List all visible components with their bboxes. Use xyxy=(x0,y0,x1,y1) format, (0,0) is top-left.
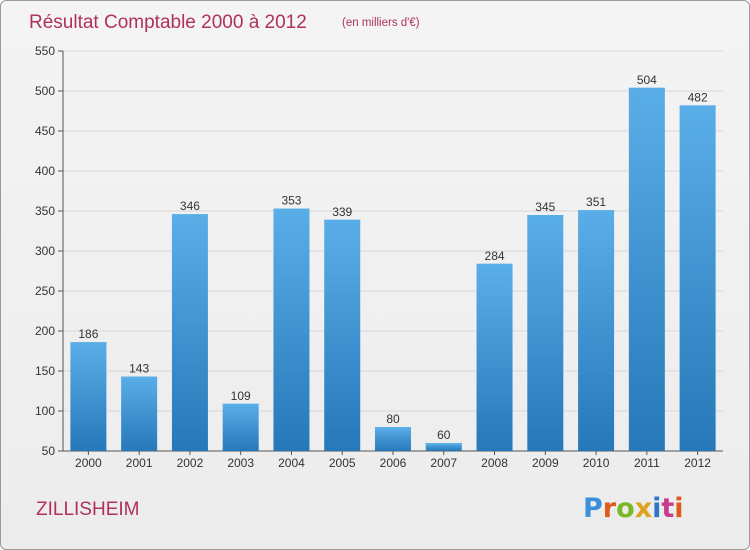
bar-2003 xyxy=(222,403,259,451)
city-name: ZILLISHEIM xyxy=(36,499,139,520)
bars xyxy=(70,87,716,452)
y-tick-label: 450 xyxy=(35,124,55,138)
y-tick-label: 550 xyxy=(35,44,55,58)
data-label: 143 xyxy=(129,362,149,376)
bar-top-highlight xyxy=(222,403,259,406)
data-label: 482 xyxy=(688,90,708,104)
bar-top-highlight xyxy=(578,210,615,213)
x-tick-label: 2000 xyxy=(75,456,102,470)
data-label: 284 xyxy=(485,249,505,263)
data-label: 109 xyxy=(231,389,251,403)
bar-top-highlight xyxy=(628,87,665,90)
bar-2001 xyxy=(121,376,158,451)
bar-top-highlight xyxy=(679,105,716,108)
data-label: 504 xyxy=(637,73,657,87)
bar-2009 xyxy=(527,215,564,451)
data-label: 353 xyxy=(281,194,301,208)
data-label: 345 xyxy=(535,200,555,214)
logo-letter: x xyxy=(635,493,652,524)
bar-2002 xyxy=(171,214,208,451)
x-tick-label: 2003 xyxy=(227,456,254,470)
chart-subtitle: (en milliers d'€) xyxy=(342,17,420,29)
data-label: 60 xyxy=(437,428,451,442)
bar-top-highlight xyxy=(70,342,107,345)
x-tick-label: 2002 xyxy=(177,456,204,470)
x-tick-label: 2006 xyxy=(380,456,407,470)
bar-2000 xyxy=(70,342,107,451)
bar-top-highlight xyxy=(476,263,513,266)
data-label: 339 xyxy=(332,205,352,219)
logo-letter: o xyxy=(616,493,635,524)
bar-2004 xyxy=(273,208,310,451)
x-tick-label: 2004 xyxy=(278,456,305,470)
bar-top-highlight xyxy=(171,214,208,217)
x-tick-label: 2008 xyxy=(481,456,508,470)
y-tick-label: 50 xyxy=(42,444,56,458)
logo-letter: P xyxy=(583,493,603,524)
logo-letter: i xyxy=(674,493,683,524)
bar-2011 xyxy=(628,87,665,452)
data-labels: 186 143 346 109 353 339 80 60 284 345 351 504 482 xyxy=(78,73,708,442)
bar-2007 xyxy=(425,443,462,451)
y-tick-label: 400 xyxy=(35,164,55,178)
bar-top-highlight xyxy=(273,208,310,211)
y-tick-label: 500 xyxy=(35,84,55,98)
y-tick-label: 100 xyxy=(35,404,55,418)
bar-top-highlight xyxy=(527,215,564,217)
x-tick-label: 2012 xyxy=(684,456,711,470)
y-tick-label: 250 xyxy=(35,284,55,298)
bar-2008 xyxy=(476,263,513,451)
data-label: 351 xyxy=(586,195,606,209)
bar-2012 xyxy=(679,105,716,452)
y-tick-label: 150 xyxy=(35,364,55,378)
proxiti-logo: Proxiti xyxy=(583,493,684,524)
logo-letter: r xyxy=(603,493,617,524)
bar-2010 xyxy=(578,210,615,451)
bar-top-highlight xyxy=(375,427,411,429)
bar-top-highlight xyxy=(324,219,361,222)
x-tick-label: 2001 xyxy=(126,456,153,470)
x-tick-label: 2011 xyxy=(634,456,660,470)
chart-title: Résultat Comptable 2000 à 2012 xyxy=(29,12,307,33)
x-tick-label: 2005 xyxy=(329,456,356,470)
bar-2006 xyxy=(375,427,411,451)
bar-2005 xyxy=(324,219,361,451)
y-tick-label: 300 xyxy=(35,244,55,258)
bar-top-highlight xyxy=(121,376,158,379)
y-tick-label: 200 xyxy=(35,324,55,338)
logo-letter: t xyxy=(661,493,674,524)
data-label: 80 xyxy=(386,412,400,426)
grid-lines xyxy=(63,50,723,452)
y-tick-label: 350 xyxy=(35,204,55,218)
x-tick-label: 2010 xyxy=(583,456,610,470)
x-tick-label: 2007 xyxy=(430,456,457,470)
axes: 50 100 150 200 250 300 350 400 450 500 550 2000 2001… xyxy=(35,44,723,470)
data-label: 346 xyxy=(180,199,200,213)
data-label: 186 xyxy=(78,327,98,341)
logo-letter: i xyxy=(652,493,661,524)
x-tick-label: 2009 xyxy=(532,456,559,470)
bar-top-highlight xyxy=(425,443,462,445)
